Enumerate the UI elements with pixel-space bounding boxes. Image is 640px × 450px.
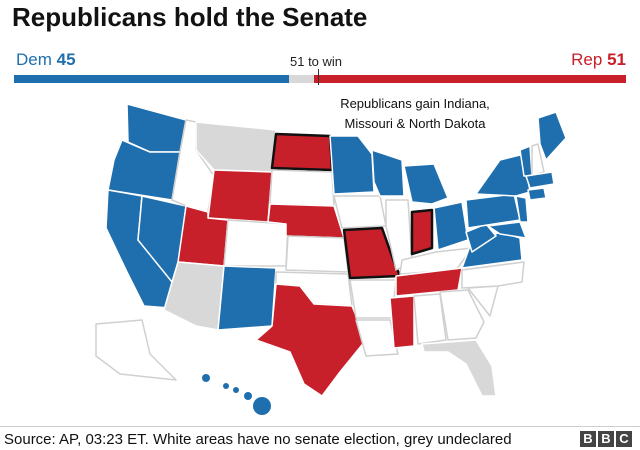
- state-nh: [531, 143, 545, 177]
- state-co: [223, 219, 289, 267]
- state-ga: [439, 289, 485, 341]
- seat-bar: [14, 75, 627, 83]
- state-ar: [349, 279, 397, 319]
- state-in: [410, 208, 434, 256]
- state-nd: [270, 132, 334, 172]
- state-hi: [202, 374, 271, 415]
- logo-letter: B: [580, 431, 596, 447]
- gain-annotation: Republicans gain Indiana, Missouri & Nor…: [300, 94, 530, 134]
- state-ks: [285, 235, 349, 273]
- state-tx: [255, 283, 367, 397]
- state-fl: [421, 339, 497, 397]
- annotation-line-2: Missouri & North Dakota: [344, 116, 486, 131]
- state-ia: [333, 195, 387, 229]
- state-wy: [207, 169, 273, 223]
- state-al: [413, 293, 447, 345]
- state-md: [487, 221, 527, 239]
- footer-divider: [0, 426, 640, 427]
- dem-seats: 45: [56, 50, 76, 69]
- state-oh: [433, 201, 469, 251]
- state-mn: [329, 135, 375, 195]
- state-me: [537, 111, 567, 161]
- rep-seat-count: Rep 51: [571, 50, 626, 70]
- dem-label: Dem: [16, 50, 52, 69]
- seat-bar-rep: [313, 75, 627, 83]
- seat-bar-undeclared: [289, 75, 314, 83]
- us-senate-map: [95, 103, 567, 415]
- state-ma: [525, 171, 555, 189]
- state-nc: [461, 261, 525, 289]
- state-mi: [403, 163, 449, 205]
- bbc-logo: B B C: [580, 431, 632, 447]
- state-ky: [399, 247, 473, 275]
- state-la: [355, 319, 399, 357]
- state-nj: [515, 195, 529, 223]
- page-title: Republicans hold the Senate: [12, 2, 368, 32]
- state-ct: [527, 187, 547, 201]
- state-ne: [267, 203, 345, 239]
- state-mt: [195, 121, 277, 173]
- state-wa: [126, 103, 187, 153]
- rep-seats: 51: [607, 50, 626, 69]
- state-sd: [269, 169, 335, 207]
- source-note: Source: AP, 03:23 ET. White areas have n…: [4, 431, 512, 448]
- logo-letter: C: [616, 431, 632, 447]
- dem-seat-count: Dem 45: [16, 50, 76, 70]
- state-nm: [217, 265, 277, 331]
- state-ms: [389, 295, 415, 349]
- state-wi: [371, 149, 405, 197]
- state-ak: [95, 319, 177, 381]
- annotation-line-1: Republicans gain Indiana,: [340, 96, 490, 111]
- threshold-marker: [318, 69, 319, 85]
- rep-label: Rep: [571, 50, 603, 69]
- threshold-label: 51 to win: [290, 54, 343, 69]
- logo-letter: B: [598, 431, 614, 447]
- seat-bar-dem: [14, 75, 290, 83]
